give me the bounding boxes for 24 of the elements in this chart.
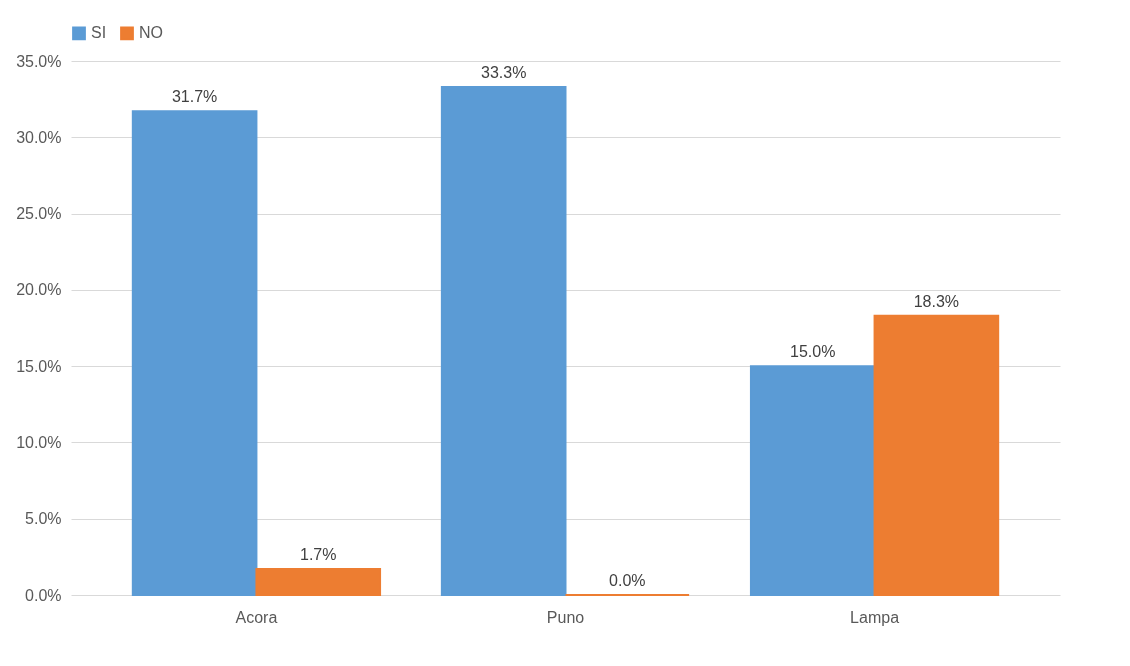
legend-label: SI [91,24,107,42]
y-tick-label: 25.0% [16,205,62,223]
data-label: 15.0% [790,343,836,361]
bar [873,314,1000,596]
y-tick-label: 5.0% [25,510,62,528]
legend-label: NO [139,24,163,42]
bar [749,365,876,596]
x-tick-label: Lampa [850,608,900,626]
bar [440,85,567,596]
y-tick-label: 15.0% [16,357,62,375]
data-label: 18.3% [913,292,960,310]
data-label: 31.7% [171,88,218,106]
bar [131,110,258,596]
y-tick-label: 20.0% [16,281,62,299]
data-label: 0.0% [609,572,646,589]
x-tick-label: Puno [546,608,585,626]
x-tick-label: Acora [235,608,278,626]
y-tick-label: 0.0% [25,586,62,604]
data-label: 1.7% [300,546,337,564]
y-tick-label: 35.0% [16,52,62,70]
data-label: 33.3% [481,63,527,81]
bar [255,568,382,596]
y-tick-label: 30.0% [16,128,62,146]
y-tick-label: 10.0% [16,433,62,451]
